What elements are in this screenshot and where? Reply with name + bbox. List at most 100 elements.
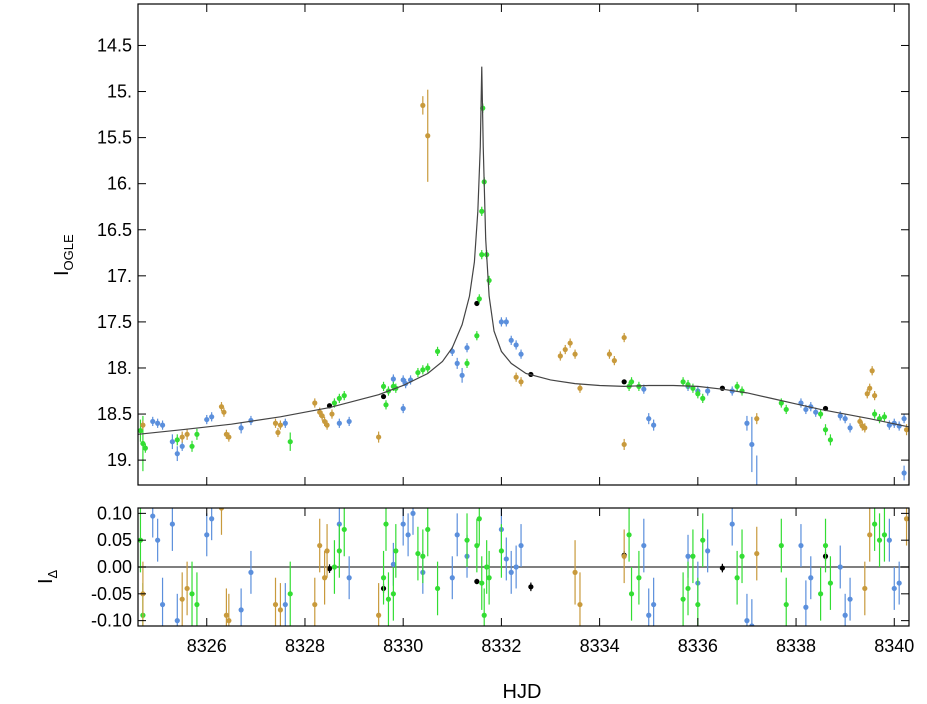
data-point [867,532,873,538]
data-point [572,569,578,575]
data-point [685,585,691,592]
data-point [734,575,740,581]
data-point [238,425,244,431]
data-point [628,591,635,597]
x-tick-label: 8332 [481,636,521,656]
residuals-panel: 0.10 0.05 0.00 -0.05 -0.10 8326 8328 8330 8332 83… [91,503,914,656]
y-tick-label: 15. [107,82,132,102]
data-point [847,425,853,431]
data-point [238,607,244,613]
data-point [754,490,759,495]
data-point [287,591,293,597]
data-point [329,411,335,417]
data-point [400,521,406,527]
data-point [872,411,878,417]
data-point [223,612,229,618]
data-point [577,601,583,608]
data-point [818,591,824,597]
data-point [346,418,352,425]
data-point [719,565,725,571]
data-point [695,391,701,397]
data-point [464,345,470,351]
data-point [486,575,492,581]
data-point [857,418,863,425]
data-point [803,406,809,413]
data-point [420,102,426,108]
data-point [783,406,789,413]
data-point [336,395,342,401]
data-point [380,393,387,400]
data-point [872,521,878,527]
data-point [272,420,279,426]
data-point [282,601,288,608]
data-point [641,386,647,392]
data-point [886,422,892,428]
data-point [636,575,642,581]
series-gold [140,508,909,626]
data-point [813,409,819,415]
data-point [621,441,627,448]
data-point [282,420,288,426]
data-point [700,395,706,401]
data-point [484,564,490,570]
data-point [319,413,325,419]
data-point [690,385,696,391]
data-point [331,400,338,406]
data-point [803,604,809,610]
data-point [179,443,185,449]
data-point [336,548,342,554]
data-point [204,532,210,538]
data-point [390,561,396,567]
data-point [479,580,485,586]
data-point [903,516,909,522]
data-point [476,516,482,522]
y-tick-label: 18.5 [97,404,132,424]
y-tick-label: 0.10 [97,503,132,523]
data-point [138,428,144,434]
data-point [226,618,232,624]
data-point [449,575,455,581]
data-point [827,437,834,443]
data-point [425,133,431,139]
data-point [808,575,814,581]
data-point [881,532,888,538]
data-point [486,277,492,284]
data-point [518,351,524,357]
data-point [204,416,210,423]
data-point [317,409,323,415]
data-point [481,612,487,618]
data-point [903,427,909,433]
data-point [690,553,696,559]
data-point [474,333,480,339]
bottom-y-axis-title: IΔ [35,569,60,584]
model-curve [138,66,909,435]
y-tick-label: 17.5 [97,312,132,332]
data-point [476,296,482,302]
data-point [405,532,411,538]
data-point [886,537,892,543]
x-tick-label: 8330 [383,636,423,656]
data-point [862,585,868,592]
data-point [184,431,190,437]
data-point [518,542,524,549]
y-tick-label: -0.05 [91,584,132,604]
data-point [420,367,426,373]
data-point [479,208,485,214]
data-point [837,413,843,419]
data-point [150,418,156,425]
data-point [872,393,878,399]
data-point [415,369,421,376]
data-point [159,422,166,428]
data-point [434,585,441,592]
data-point [464,360,470,366]
data-point [464,537,470,543]
data-point [140,440,146,447]
data-point [410,510,416,516]
y-tick-label: 0.05 [97,530,132,550]
data-point [189,591,195,597]
data-point [881,414,888,420]
data-point [425,526,431,533]
data-point [611,358,617,364]
data-point [474,542,480,549]
data-point [847,596,853,602]
